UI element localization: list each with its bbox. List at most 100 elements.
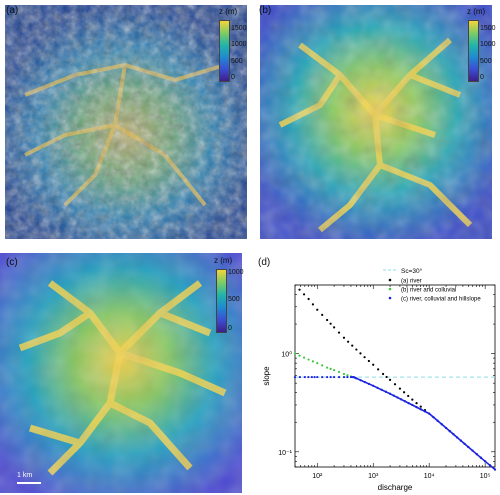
series-1-point [388, 378, 392, 381]
colorbar-b [468, 20, 479, 82]
legend-series-3-label: (c) river, colluvial and hillslope [401, 297, 481, 303]
series-3-point [326, 375, 329, 379]
colorbar-c-tick: 500 [228, 296, 240, 303]
series-3-point [313, 375, 316, 379]
series-3-point [321, 375, 324, 379]
series-1-point [302, 293, 306, 296]
series-2-point [326, 366, 329, 369]
colorbar-a-unit: z (m) [219, 7, 238, 16]
colorbar-a [219, 20, 230, 82]
series-1-point [342, 336, 346, 339]
x-axis-label: discharge [378, 483, 413, 492]
series-3-point [329, 375, 332, 379]
series-1-point [367, 359, 370, 363]
colorbar-b-unit: z (m) [467, 7, 486, 16]
colorbar-c-tick: 1000 [228, 269, 244, 276]
series-3-point [310, 375, 313, 379]
panel-a: (a) z (m) 1500 1000 500 0 [0, 0, 255, 240]
series-1-point [307, 297, 310, 301]
y-tick-label: 10⁻¹ [278, 450, 292, 457]
colorbar-b-tick: 1000 [480, 41, 496, 48]
scale-bar-label: 1 km [17, 472, 33, 479]
series-1-point [359, 352, 362, 355]
y-tick-label: 10⁰ [281, 351, 292, 359]
series-2-point [302, 356, 306, 359]
series-3-point [337, 375, 341, 379]
colorbar-c-unit: z (m) [214, 256, 233, 265]
terrain-svg-c [0, 253, 242, 493]
terrain-svg-b [260, 5, 492, 239]
series-1-point [311, 303, 315, 306]
series-3-point [307, 375, 310, 379]
series-1-point [415, 402, 418, 405]
legend-series-3-swatch [388, 296, 392, 300]
series-1-point [402, 391, 406, 394]
series-1-point [333, 326, 336, 329]
series-1-point [407, 394, 410, 398]
x-tick-label: 10³ [368, 473, 379, 480]
series-2-point [329, 367, 332, 370]
panel-label-b: (b) [259, 5, 272, 16]
legend-series-1-label: (a) river [401, 279, 422, 285]
colorbar-c-tick: 0 [228, 325, 232, 332]
series-1-point [347, 340, 350, 343]
panel-label-d: (d) [258, 257, 271, 268]
series-2-point [307, 358, 310, 361]
series-2-point [346, 374, 349, 377]
series-3-point [316, 375, 319, 379]
series-3-point [346, 375, 349, 379]
series-2-point [333, 368, 336, 372]
series-2-point [337, 370, 341, 374]
terrain-svg-a [5, 5, 247, 239]
colorbar-a-tick: 1500 [231, 25, 247, 32]
y-axis-label: slope [262, 366, 271, 386]
legend-series-1-swatch [388, 278, 392, 282]
series-1-point [398, 387, 402, 390]
colorbar-b-tick: 0 [480, 74, 484, 81]
series-2-point [311, 360, 315, 363]
series-1-point [385, 375, 388, 379]
series-1-point [298, 288, 301, 291]
terrain-map-c [0, 253, 242, 493]
colorbar-c [216, 269, 227, 333]
series-1-point [363, 356, 366, 359]
x-tick-label: 10² [312, 473, 323, 480]
legend-series-2-label: (b) river and colluvial [401, 288, 456, 294]
slope-discharge-chart: 10² 10³ 10⁴ 10⁵ 10⁻¹ 10⁰ discharge slope Sc=30° (… [262, 267, 497, 492]
panel-b: (b) z (m) 1500 1000 500 0 [255, 0, 500, 240]
colorbar-a-tick: 500 [231, 58, 243, 65]
series-1-point [393, 383, 397, 386]
panel-label-c: (c) [6, 257, 18, 268]
colorbar-b-tick: 1500 [480, 25, 496, 32]
series-1-point [316, 308, 319, 311]
series-2-point [321, 364, 324, 367]
colorbar-b-tick: 500 [480, 58, 492, 65]
series-1-point [351, 344, 354, 347]
series-1-point [337, 331, 341, 334]
x-tick-label: 10⁵ [480, 473, 491, 480]
series-1-point [377, 368, 380, 371]
series-1-point [329, 322, 332, 325]
series-1-point [381, 372, 385, 376]
panel-label-a: (a) [6, 5, 19, 16]
series-2-point [298, 354, 301, 357]
colorbar-a-tick: 0 [231, 74, 235, 81]
series-1-point [411, 398, 414, 401]
scale-bar [17, 482, 41, 484]
series-1-point [372, 363, 375, 366]
series-2-point [342, 372, 346, 376]
series-1-point [419, 405, 422, 408]
panel-c: (c) z (m) 1000 500 0 1 km [0, 250, 255, 495]
series-3-point [293, 375, 297, 379]
series-3-point [303, 375, 306, 379]
colorbar-a-tick: 1000 [231, 41, 247, 48]
terrain-map-a [5, 5, 247, 239]
plot-frame [294, 284, 496, 468]
series-3-point [342, 375, 346, 379]
legend-series-2-swatch [388, 287, 392, 291]
series-2-point [316, 362, 319, 365]
series-3-trunk-line [353, 376, 496, 471]
terrain-map-b [260, 5, 492, 239]
x-tick-label: 10⁴ [424, 473, 435, 480]
legend-reference-label: Sc=30° [401, 267, 423, 275]
